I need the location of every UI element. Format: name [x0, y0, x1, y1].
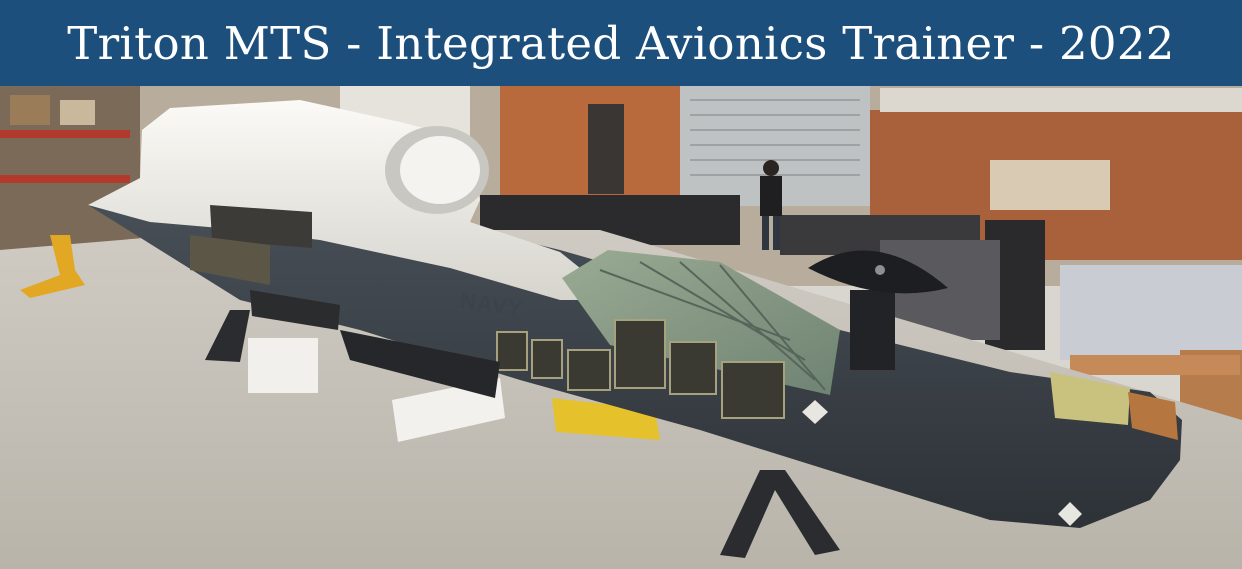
- workshop-background: [0, 86, 1242, 470]
- banner-title: Triton MTS - Integrated Avionics Trainer…: [67, 16, 1175, 70]
- title-banner: Triton MTS - Integrated Avionics Trainer…: [0, 0, 1242, 86]
- aircraft-fuselage: [88, 100, 1182, 528]
- support-stands: [205, 310, 840, 558]
- aircraft-photo: [0, 86, 1242, 569]
